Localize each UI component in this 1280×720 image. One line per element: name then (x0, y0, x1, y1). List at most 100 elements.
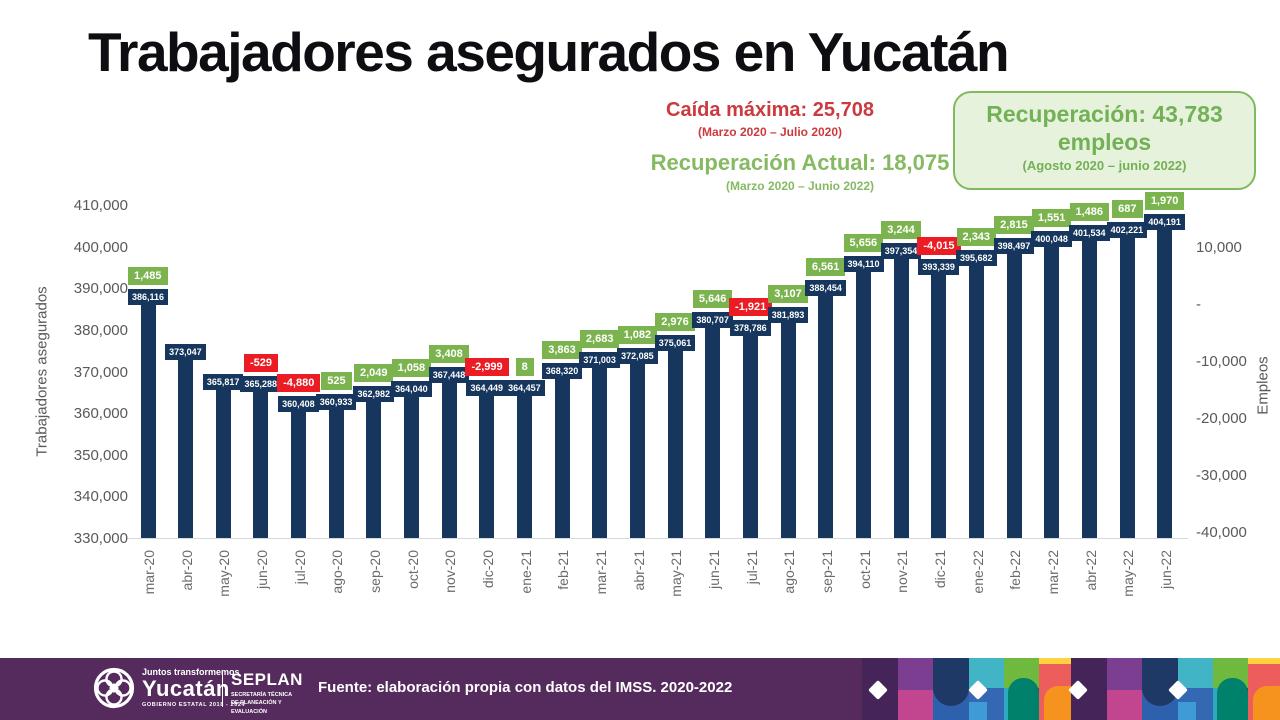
bar-change-label: 8 (515, 357, 534, 376)
x-axis-tick: abr-21 (630, 550, 647, 591)
footer-bar: Juntos transformemos Yucatán GOBIERNO ES… (0, 658, 1280, 720)
x-axis-tick: abr-20 (178, 550, 195, 591)
y-axis-tick-left: 330,000 (73, 530, 128, 547)
bar-change-label: -529 (243, 354, 278, 373)
x-axis-tick: oct-20 (404, 550, 421, 589)
x-axis-tick: dic-21 (931, 550, 948, 589)
y-axis-tick-right: - (1196, 296, 1201, 313)
bar-value-label: 364,040 (391, 381, 432, 398)
bar (1157, 229, 1173, 538)
bar (1119, 237, 1135, 538)
bar-change-label: 3,107 (768, 284, 808, 303)
bar (893, 257, 909, 538)
bar (178, 358, 194, 538)
bar-change-label: 5,646 (692, 289, 733, 308)
bar-change-label: -1,921 (729, 297, 773, 316)
bar (592, 367, 608, 538)
bar-value-label: 381,893 (767, 306, 809, 323)
callout-line2: empleos (1057, 129, 1152, 155)
bar-value-label: 368,320 (541, 363, 583, 380)
seplan-block: SEPLAN SECRETARÍA TÉCNICA DE PLANEACIÓN … (231, 671, 303, 716)
bar (1006, 252, 1022, 538)
bar-value-label: 362,982 (353, 385, 394, 402)
bar (554, 378, 570, 538)
x-axis-tick: may-22 (1120, 550, 1137, 597)
annotation-recuperacion-period: (Marzo 2020 – Junio 2022) (725, 179, 875, 193)
bar-change-label: 2,815 (994, 215, 1034, 234)
x-axis-tick: mar-22 (1044, 550, 1061, 595)
y-axis-tick-left: 400,000 (73, 238, 128, 256)
page-title: Trabajadores asegurados en Yucatán (88, 21, 1010, 83)
bar-value-label: 371,003 (579, 352, 620, 369)
bar-change-label: 5,656 (843, 234, 884, 253)
bar (479, 394, 495, 538)
bar (140, 304, 156, 538)
brand-block: Juntos transformemos Yucatán GOBIERNO ES… (142, 668, 245, 709)
bar-value-label: 365,288 (240, 376, 282, 393)
bar-change-label: 1,082 (617, 325, 658, 344)
bar (328, 409, 344, 538)
bar-change-label: 6,561 (805, 257, 846, 276)
footer-divider (222, 671, 223, 707)
mosaic-unit (862, 658, 1071, 720)
bar-value-label: 395,682 (956, 249, 997, 266)
brand-subtitle: GOBIERNO ESTATAL 2018 - 2024 (142, 702, 246, 708)
bar (1044, 246, 1060, 538)
x-axis-tick: sep-20 (366, 550, 383, 593)
x-axis-tick: jun-20 (253, 550, 270, 589)
y-axis-tick-right: -40,000 (1196, 524, 1247, 541)
annotation-caida-maxima: Caída máxima: 25,708 (666, 99, 874, 121)
x-axis-tick: mar-21 (592, 550, 609, 595)
bar (931, 274, 947, 538)
x-axis-tick: jul-21 (743, 550, 760, 585)
bar-change-label: 2,976 (655, 313, 695, 332)
bar-change-label: -4,880 (277, 374, 321, 393)
x-axis-tick: oct-21 (856, 550, 873, 589)
bar (743, 334, 759, 538)
bar-change-label: 2,049 (353, 363, 394, 382)
bar (630, 362, 646, 538)
bar (291, 411, 307, 538)
x-axis-line (126, 538, 1188, 539)
annotation-caida-period: (Marzo 2020 – Julio 2020) (697, 125, 843, 139)
callout-period: (Agosto 2020 – junio 2022) (1022, 158, 1187, 173)
bar-value-label: 360,933 (315, 394, 357, 411)
bar-change-label: 2,683 (579, 330, 620, 349)
x-axis-tick: nov-21 (894, 550, 911, 593)
bar-change-label: 525 (321, 372, 352, 391)
bar-change-label: 1,551 (1031, 209, 1072, 228)
y-axis-tick-right: -10,000 (1196, 353, 1247, 370)
bar (404, 396, 420, 538)
y-axis-label-right: Empleos (1254, 356, 1272, 415)
bar-chart: Trabajadores asegurados Empleos 410,000 4… (33, 192, 1272, 597)
bar-value-label: 404,191 (1144, 214, 1185, 231)
bar-value-label: 372,085 (617, 347, 658, 364)
source-text: Fuente: elaboración propia con datos del… (318, 679, 733, 696)
bar-change-label: -4,015 (917, 237, 961, 256)
bar (366, 400, 382, 538)
x-axis-tick: sep-21 (818, 550, 835, 593)
bar (780, 321, 796, 538)
bar-value-label: 401,534 (1069, 225, 1110, 242)
bar-change-label: 3,408 (429, 345, 469, 364)
x-axis-tick: ene-22 (969, 550, 986, 594)
bar (1082, 240, 1097, 538)
x-axis-tick: ago-20 (329, 550, 346, 594)
bar (667, 350, 683, 538)
bar-value-label: 373,047 (165, 343, 206, 360)
seplan-name: SEPLAN (231, 670, 303, 689)
mosaic-unit (1071, 658, 1280, 720)
y-axis-tick-left: 370,000 (73, 363, 128, 381)
bar-value-label: 378,786 (730, 319, 771, 336)
y-axis-tick-left: 390,000 (73, 280, 128, 298)
y-axis-tick-left: 350,000 (73, 446, 128, 464)
seplan-subtitle: SECRETARÍA TÉCNICA DE PLANEACIÓN Y EVALU… (231, 692, 292, 715)
bar-change-label: 3,244 (881, 220, 921, 239)
y-axis-label-left: Trabajadores asegurados (33, 286, 51, 457)
callout-line1: Recuperación: 43,783 (986, 101, 1223, 127)
x-axis-tick: abr-22 (1082, 550, 1099, 591)
bar-change-label: 1,058 (391, 359, 432, 378)
bar-value-label: 364,457 (504, 379, 545, 396)
bar-value-label: 380,707 (692, 311, 733, 328)
bar-change-label: 2,343 (956, 227, 997, 246)
